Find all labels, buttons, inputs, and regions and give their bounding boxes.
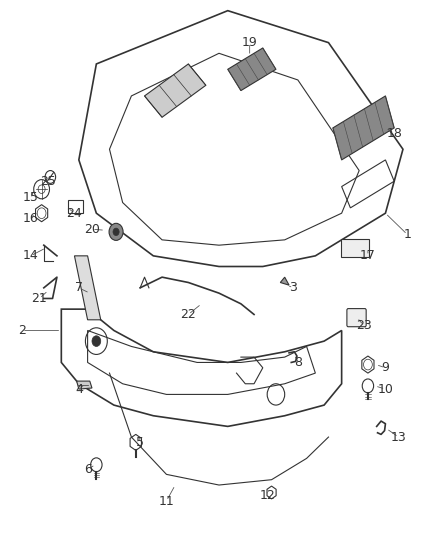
- Text: 23: 23: [356, 319, 371, 332]
- FancyBboxPatch shape: [347, 309, 366, 327]
- Text: 25: 25: [40, 175, 56, 188]
- Circle shape: [109, 223, 123, 240]
- Polygon shape: [280, 277, 289, 285]
- Text: 24: 24: [67, 207, 82, 220]
- Polygon shape: [74, 256, 101, 320]
- Text: 1: 1: [403, 228, 411, 241]
- Text: 9: 9: [381, 361, 389, 374]
- Polygon shape: [77, 381, 92, 389]
- Text: 13: 13: [391, 431, 406, 443]
- FancyBboxPatch shape: [341, 239, 369, 257]
- Circle shape: [92, 336, 101, 346]
- Text: 2: 2: [18, 324, 26, 337]
- Circle shape: [113, 228, 119, 236]
- Polygon shape: [145, 64, 206, 117]
- Polygon shape: [333, 96, 394, 160]
- Text: 4: 4: [75, 383, 83, 395]
- Text: 5: 5: [136, 436, 144, 449]
- Text: 16: 16: [23, 212, 39, 225]
- Text: 21: 21: [32, 292, 47, 305]
- Text: 3: 3: [290, 281, 297, 294]
- Text: 15: 15: [23, 191, 39, 204]
- Text: 10: 10: [378, 383, 393, 395]
- Text: 17: 17: [360, 249, 376, 262]
- Text: 12: 12: [259, 489, 275, 502]
- Text: 8: 8: [294, 356, 302, 369]
- Polygon shape: [228, 48, 276, 91]
- Text: 22: 22: [180, 308, 196, 321]
- Text: 18: 18: [386, 127, 402, 140]
- Text: 19: 19: [242, 36, 258, 49]
- Text: 14: 14: [23, 249, 39, 262]
- Text: 7: 7: [75, 281, 83, 294]
- Text: 11: 11: [159, 495, 174, 507]
- Text: 6: 6: [84, 463, 92, 475]
- Text: 20: 20: [84, 223, 100, 236]
